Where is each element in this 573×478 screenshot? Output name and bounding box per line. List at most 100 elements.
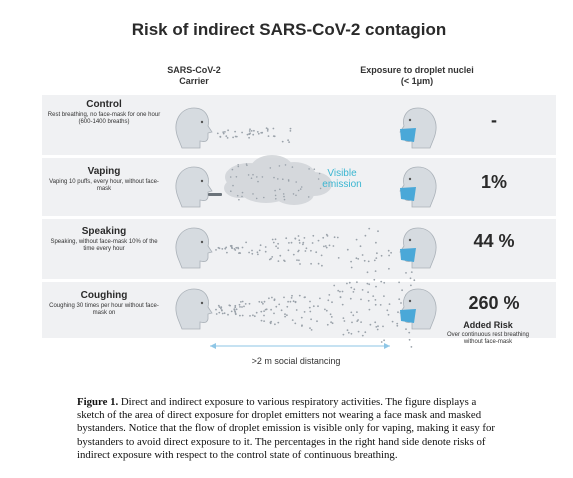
droplet [227,313,229,316]
droplet [238,252,241,254]
droplet [232,136,235,139]
droplet [360,298,362,301]
droplet [356,281,358,284]
droplet [263,320,265,322]
droplet-illustration [175,107,437,349]
droplet [331,322,334,325]
droplet [325,309,328,312]
droplet [219,136,222,138]
row-label-vaping: Vaping Vaping 10 puffs, every hour, with… [44,166,164,193]
droplet [290,241,293,244]
droplet [275,305,278,308]
droplet [341,290,344,293]
droplet [248,136,251,139]
droplet [291,166,294,168]
droplet [239,314,241,317]
droplet [248,130,251,132]
row-panel-speaking [42,219,556,279]
droplet [215,249,217,251]
droplet [274,189,276,192]
droplet [235,176,238,178]
droplet [317,239,320,242]
droplet [301,325,303,327]
droplet [388,267,390,270]
droplet [333,284,336,287]
caption-label: Figure 1. [77,396,119,408]
row-title: Control [86,99,122,110]
droplet [233,309,236,311]
droplet [375,257,378,259]
droplet [304,250,307,252]
droplet [292,253,295,256]
droplet [272,241,275,244]
droplet [244,303,247,305]
droplet [237,164,239,166]
droplet [357,330,360,333]
droplet [257,132,260,135]
droplet [355,257,358,260]
droplet [241,300,244,303]
droplet [283,296,285,299]
droplet [333,236,336,239]
droplet [297,235,300,237]
droplet [321,264,323,267]
droplet [350,260,352,263]
droplet [324,308,326,311]
droplet [380,341,383,343]
droplet [282,178,284,180]
droplet [332,245,335,247]
droplet [235,308,238,311]
droplet [241,314,244,317]
droplet [251,249,253,252]
droplet [289,130,292,132]
droplet [310,249,312,252]
droplet [295,309,298,311]
droplet [310,318,312,321]
droplet [317,262,320,265]
droplet [241,195,243,198]
vapor-cloud [224,155,332,205]
droplet [342,333,345,336]
droplet [383,295,385,297]
droplet [270,308,272,311]
droplet [308,168,310,170]
row-title: Vaping [87,166,121,177]
droplet [229,176,232,178]
droplet [337,257,340,259]
bystander-head-speaking-icon [399,227,437,269]
droplet [297,189,300,192]
droplet [364,234,367,237]
droplet [262,302,264,305]
droplet [351,321,353,324]
droplet [336,236,339,239]
droplet [328,294,331,296]
droplet [409,277,412,280]
droplet [274,323,276,326]
droplet [380,254,383,257]
droplet [288,141,290,144]
droplet [298,242,301,244]
row-label-control: Control Rest breathing, no face-mask for… [44,99,164,126]
droplet [268,297,270,300]
droplet [237,246,239,249]
droplet [383,339,385,342]
droplet [341,303,344,306]
droplet [367,291,369,294]
droplet [252,173,254,176]
droplet [295,194,297,197]
distance-label: >2 m social distancing [251,356,341,366]
droplet [366,282,369,285]
droplet [218,306,221,308]
droplet [305,247,308,250]
droplet [298,294,301,297]
droplet [398,281,400,284]
droplet [221,248,224,250]
droplet [352,291,355,293]
droplet [295,181,297,183]
risk-vaping: 1% [480,172,507,192]
droplet [339,296,342,299]
droplet [346,248,349,251]
droplet [217,304,220,307]
droplet [396,322,399,325]
droplet [323,245,325,248]
